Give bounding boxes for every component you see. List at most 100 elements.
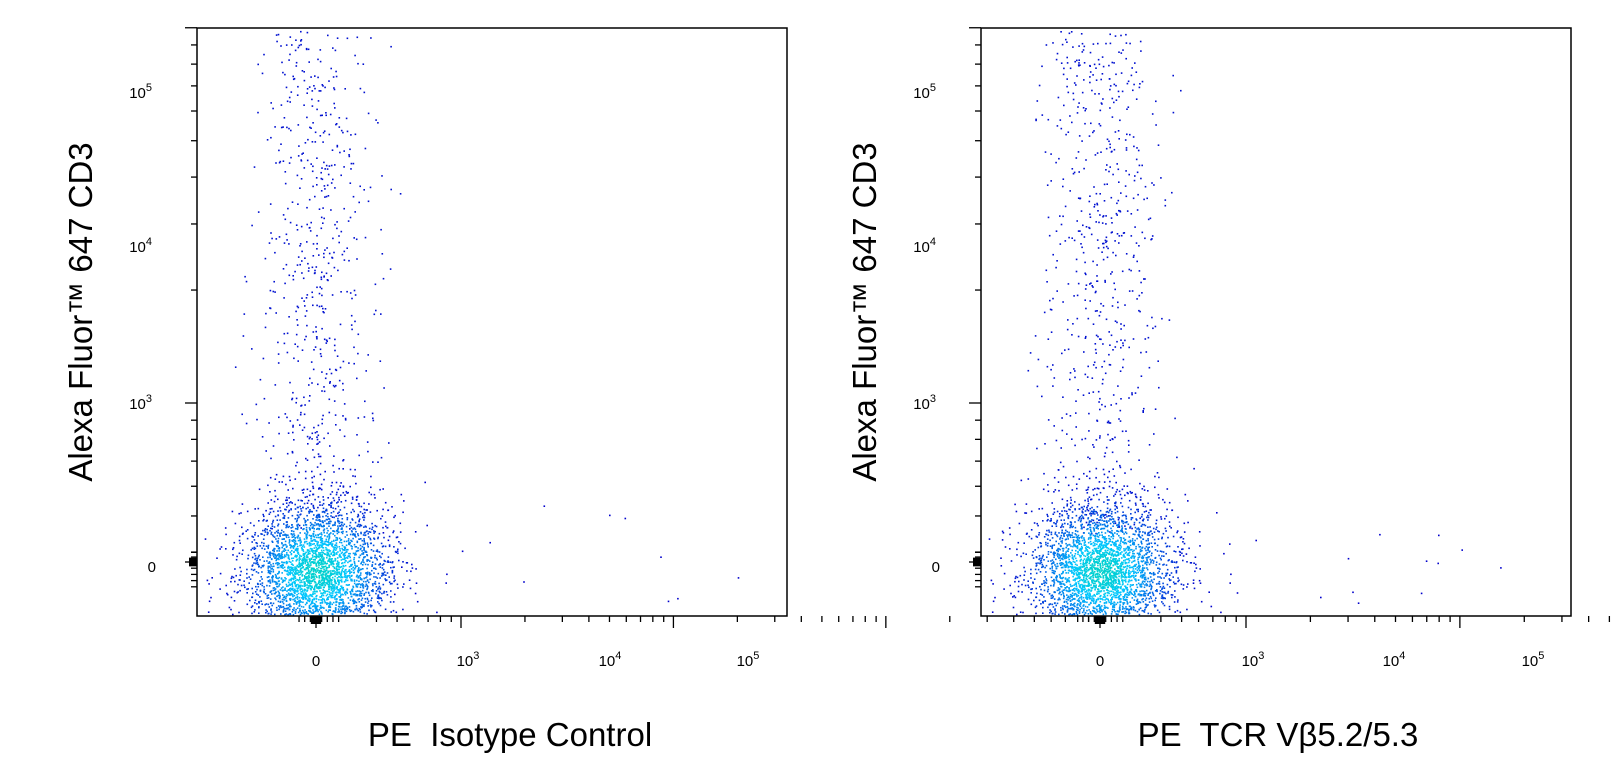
event-dot — [625, 518, 627, 520]
event-dot — [1071, 122, 1073, 124]
event-dot — [1140, 41, 1142, 43]
event-dot — [291, 572, 293, 574]
event-dot — [1110, 85, 1112, 87]
event-dot — [346, 526, 348, 528]
event-dot — [1072, 517, 1074, 519]
event-dot — [1180, 537, 1182, 539]
event-dot — [322, 222, 324, 224]
event-dot — [1150, 239, 1152, 241]
event-dot — [290, 590, 292, 592]
event-dot — [287, 571, 289, 573]
event-dot — [1195, 564, 1197, 566]
event-dot — [279, 507, 281, 509]
event-dot — [1141, 165, 1143, 167]
event-dot — [309, 553, 311, 555]
event-dot — [313, 427, 315, 429]
event-dot — [254, 611, 256, 613]
event-dot — [1164, 518, 1166, 520]
event-dot — [1160, 550, 1162, 552]
event-dot — [1049, 612, 1051, 614]
event-dot — [282, 601, 284, 603]
event-dot — [317, 77, 319, 79]
event-dot — [289, 541, 291, 543]
event-dot — [320, 456, 322, 458]
event-dot — [348, 602, 350, 604]
event-dot — [327, 516, 329, 518]
event-dot — [288, 511, 290, 513]
event-dot — [345, 594, 347, 596]
event-dot — [334, 164, 336, 166]
event-dot — [370, 543, 372, 545]
event-dot — [283, 297, 285, 299]
event-dot — [1062, 515, 1064, 517]
event-dot — [304, 546, 306, 548]
event-dot — [330, 570, 332, 572]
event-dot — [1026, 533, 1028, 535]
event-dot — [378, 603, 380, 605]
event-dot — [1054, 508, 1056, 510]
event-dot — [241, 527, 243, 529]
event-dot — [301, 500, 303, 502]
event-dot — [1109, 510, 1111, 512]
event-dot — [1138, 529, 1140, 531]
event-dot — [394, 515, 396, 517]
event-dot — [367, 598, 369, 600]
event-dot — [295, 611, 297, 613]
event-dot — [258, 520, 260, 522]
event-dot — [1037, 100, 1039, 102]
event-dot — [358, 560, 360, 562]
event-dot — [278, 433, 280, 435]
event-dot — [299, 597, 301, 599]
event-dot — [1056, 525, 1058, 527]
event-dot — [1002, 531, 1004, 533]
event-dot — [336, 572, 338, 574]
event-dot — [1134, 524, 1136, 526]
event-dot — [370, 531, 372, 533]
event-dot — [1062, 216, 1064, 218]
event-dot — [1074, 240, 1076, 242]
event-dot — [341, 130, 343, 132]
event-dot — [333, 540, 335, 542]
event-dot — [262, 530, 264, 532]
event-dot — [1048, 535, 1050, 537]
event-dot — [1161, 555, 1163, 557]
event-dot — [291, 502, 293, 504]
event-dot — [270, 308, 272, 310]
event-dot — [1154, 539, 1156, 541]
event-dot — [1085, 438, 1087, 440]
event-dot — [1107, 139, 1109, 141]
event-dot — [390, 601, 392, 603]
event-dot — [297, 589, 299, 591]
event-dot — [1147, 534, 1149, 536]
event-dot — [293, 551, 295, 553]
event-dot — [1078, 520, 1080, 522]
event-dot — [340, 588, 342, 590]
event-dot — [302, 529, 304, 531]
event-dot — [334, 524, 336, 526]
event-dot — [238, 612, 240, 614]
event-dot — [1057, 536, 1059, 538]
event-dot — [344, 259, 346, 261]
event-dot — [304, 554, 306, 556]
event-dot — [313, 85, 315, 87]
event-dot — [1158, 538, 1160, 540]
event-dot — [363, 594, 365, 596]
event-dot — [343, 208, 345, 210]
event-dot — [371, 529, 373, 531]
event-dot — [360, 611, 362, 613]
event-dot — [1093, 186, 1095, 188]
event-dot — [254, 534, 256, 536]
event-dot — [1078, 59, 1080, 61]
event-dot — [1087, 505, 1089, 507]
event-dot — [1109, 515, 1111, 517]
event-dot — [334, 107, 336, 109]
event-dot — [258, 211, 260, 213]
event-dot — [1158, 494, 1160, 496]
event-dot — [1066, 78, 1068, 80]
event-dot — [1083, 394, 1085, 396]
event-dot — [292, 76, 294, 78]
event-dot — [332, 555, 334, 557]
event-dot — [1040, 589, 1042, 591]
event-dot — [411, 564, 413, 566]
event-dot — [290, 547, 292, 549]
